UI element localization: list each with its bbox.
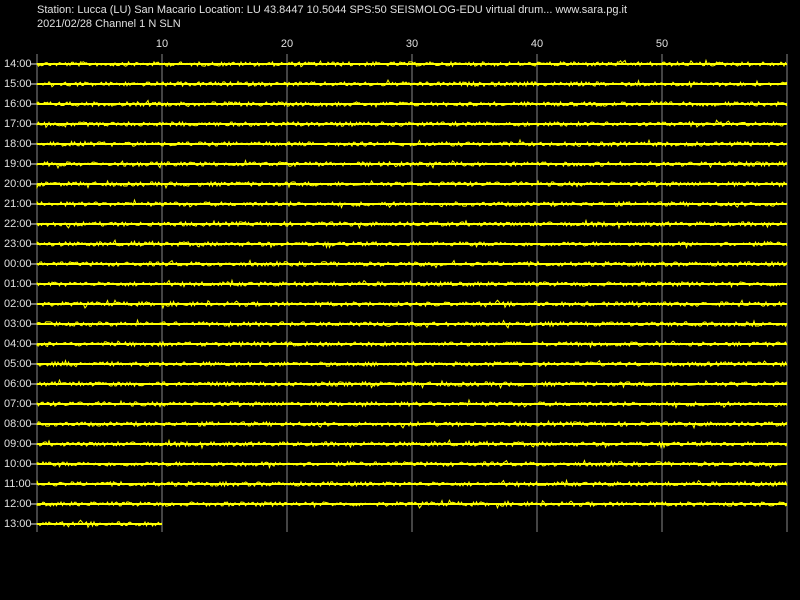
row-label: 03:00 [4, 318, 32, 330]
row-label: 16:00 [4, 98, 32, 110]
trace-noise [36, 138, 788, 148]
trace-noise [36, 459, 788, 470]
row-label: 09:00 [4, 438, 32, 450]
row-label: 17:00 [4, 118, 32, 130]
row-label: 19:00 [4, 158, 32, 170]
row-label: 22:00 [4, 218, 32, 230]
row-label: 18:00 [4, 138, 32, 150]
x-tick-label: 10 [156, 38, 168, 50]
row-label: 08:00 [4, 418, 32, 430]
trace-noise [36, 499, 788, 510]
x-tick-label: 20 [281, 38, 293, 50]
trace-noise [36, 198, 788, 209]
trace-noise [36, 378, 788, 390]
trace-noise [36, 238, 788, 250]
trace-noise [36, 299, 788, 310]
row-label: 02:00 [4, 298, 32, 310]
row-label: 10:00 [4, 458, 32, 470]
row-label: 06:00 [4, 378, 32, 390]
trace-noise [36, 58, 788, 68]
trace-noise [36, 99, 788, 109]
row-label: 05:00 [4, 358, 32, 370]
chart-subtitle: 2021/02/28 Channel 1 N SLN [37, 18, 181, 30]
chart-title: Station: Lucca (LU) San Macario Location… [37, 4, 627, 16]
row-label: 12:00 [4, 498, 32, 510]
row-label: 04:00 [4, 338, 32, 350]
trace-noise [36, 159, 788, 170]
trace-noise [36, 179, 788, 190]
x-tick-label: 40 [531, 38, 543, 50]
trace-noise [36, 278, 788, 289]
row-label: 13:00 [4, 518, 32, 530]
trace-noise [36, 478, 788, 488]
row-label: 14:00 [4, 58, 32, 70]
trace-noise [36, 519, 162, 529]
trace-noise [36, 398, 788, 409]
row-label: 20:00 [4, 178, 32, 190]
trace-noise [36, 419, 788, 430]
trace-noise [36, 259, 788, 269]
x-tick-label: 50 [656, 38, 668, 50]
trace-noise [36, 358, 788, 368]
row-label: 23:00 [4, 238, 32, 250]
row-label: 00:00 [4, 258, 32, 270]
trace-noise [36, 119, 788, 129]
row-label: 15:00 [4, 78, 32, 90]
row-label: 11:00 [4, 478, 31, 490]
trace-noise [36, 340, 788, 349]
row-label: 07:00 [4, 398, 32, 410]
trace-noise [36, 78, 788, 89]
trace-noise [36, 438, 788, 450]
row-label: 21:00 [4, 198, 32, 210]
trace-noise [36, 218, 788, 230]
trace-noise [36, 318, 788, 329]
x-tick-label: 30 [406, 38, 418, 50]
row-label: 01:00 [4, 278, 32, 290]
